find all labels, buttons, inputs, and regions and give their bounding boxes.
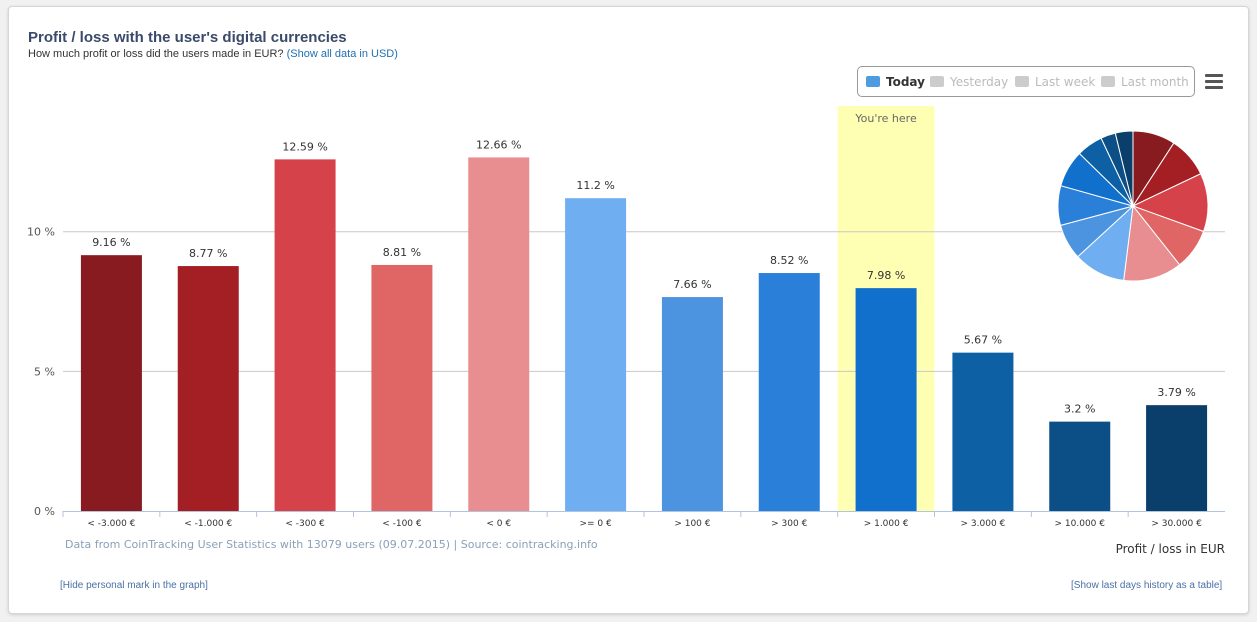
legend-item-today[interactable]: Today xyxy=(866,67,925,96)
legend-swatch xyxy=(930,76,944,87)
y-tick-label: 10 % xyxy=(27,226,55,239)
legend-label: Last week xyxy=(1035,74,1096,89)
hide-personal-mark-link[interactable]: [Hide personal mark in the graph] xyxy=(60,580,208,591)
bar[interactable] xyxy=(758,273,820,511)
legend-item-yesterday[interactable]: Yesterday xyxy=(930,67,1008,96)
bar[interactable] xyxy=(565,198,627,511)
bar[interactable] xyxy=(1146,405,1208,511)
legend-label: Yesterday xyxy=(950,74,1009,89)
x-tick-label: < -100 € xyxy=(382,519,422,529)
x-tick-label: > 3.000 € xyxy=(961,519,1006,529)
bar[interactable] xyxy=(1049,421,1111,511)
legend-label: Today xyxy=(886,74,925,89)
bar[interactable] xyxy=(177,266,239,511)
legend-label: Last month xyxy=(1121,74,1189,89)
legend-box: Today Yesterday Last week Last month xyxy=(857,66,1195,97)
data-label: 12.59 % xyxy=(282,140,327,153)
chart-title: Profit / loss with the user's digital cu… xyxy=(28,29,347,46)
bar[interactable] xyxy=(274,159,336,512)
x-tick-label: > 10.000 € xyxy=(1055,519,1106,529)
x-tick-label: < -300 € xyxy=(285,519,325,529)
y-tick-label: 5 % xyxy=(34,365,55,378)
bar[interactable] xyxy=(952,352,1014,511)
legend-item-last-month[interactable]: Last month xyxy=(1101,67,1189,96)
menu-line xyxy=(1205,86,1223,89)
data-label: 12.66 % xyxy=(476,138,521,151)
x-tick-label: > 1.000 € xyxy=(864,519,909,529)
chart-subtitle: How much profit or loss did the users ma… xyxy=(28,48,398,60)
show-usd-link[interactable]: (Show all data in USD) xyxy=(286,48,398,60)
legend-item-last-week[interactable]: Last week xyxy=(1015,67,1095,96)
data-label: 3.2 % xyxy=(1064,403,1095,416)
credits-text: Data from CoinTracking User Statistics w… xyxy=(65,538,598,551)
bar[interactable] xyxy=(371,264,433,511)
data-label: 7.66 % xyxy=(673,278,711,291)
bar[interactable] xyxy=(661,297,723,511)
x-tick-label: < -3.000 € xyxy=(87,519,135,529)
data-label: 8.81 % xyxy=(383,246,421,259)
x-tick-label: < -1.000 € xyxy=(184,519,232,529)
data-label: 3.79 % xyxy=(1157,386,1195,399)
x-tick-label: > 100 € xyxy=(674,519,710,529)
legend-swatch xyxy=(1015,76,1029,87)
pie-slice[interactable] xyxy=(1123,204,1181,282)
show-history-table-link[interactable]: [Show last days history as a table] xyxy=(1071,580,1223,591)
legend-swatch xyxy=(1101,76,1115,87)
menu-line xyxy=(1205,80,1223,83)
chart-menu-icon[interactable] xyxy=(1205,74,1223,92)
x-tick-label: > 300 € xyxy=(771,519,807,529)
pie-slice[interactable] xyxy=(1131,173,1209,233)
bar[interactable] xyxy=(468,157,530,511)
x-tick-label: > 30.000 € xyxy=(1151,519,1202,529)
highlight-label: You're here xyxy=(854,112,917,125)
data-label: 9.16 % xyxy=(92,236,130,249)
y-tick-label: 0 % xyxy=(34,505,55,518)
data-label: 11.2 % xyxy=(576,179,614,192)
menu-line xyxy=(1205,74,1223,77)
pie-slice[interactable] xyxy=(1114,130,1134,207)
bar[interactable] xyxy=(80,255,142,511)
data-label: 7.98 % xyxy=(867,269,905,282)
subtitle-text: How much profit or loss did the users ma… xyxy=(28,48,284,60)
x-tick-label: >= 0 € xyxy=(579,519,612,529)
bar[interactable] xyxy=(855,288,917,511)
data-label: 8.52 % xyxy=(770,254,808,267)
data-label: 8.77 % xyxy=(189,247,227,260)
data-label: 5.67 % xyxy=(964,334,1002,347)
legend-swatch xyxy=(866,76,880,87)
x-axis-title: Profit / loss in EUR xyxy=(1116,542,1225,556)
x-tick-label: < 0 € xyxy=(486,519,511,529)
